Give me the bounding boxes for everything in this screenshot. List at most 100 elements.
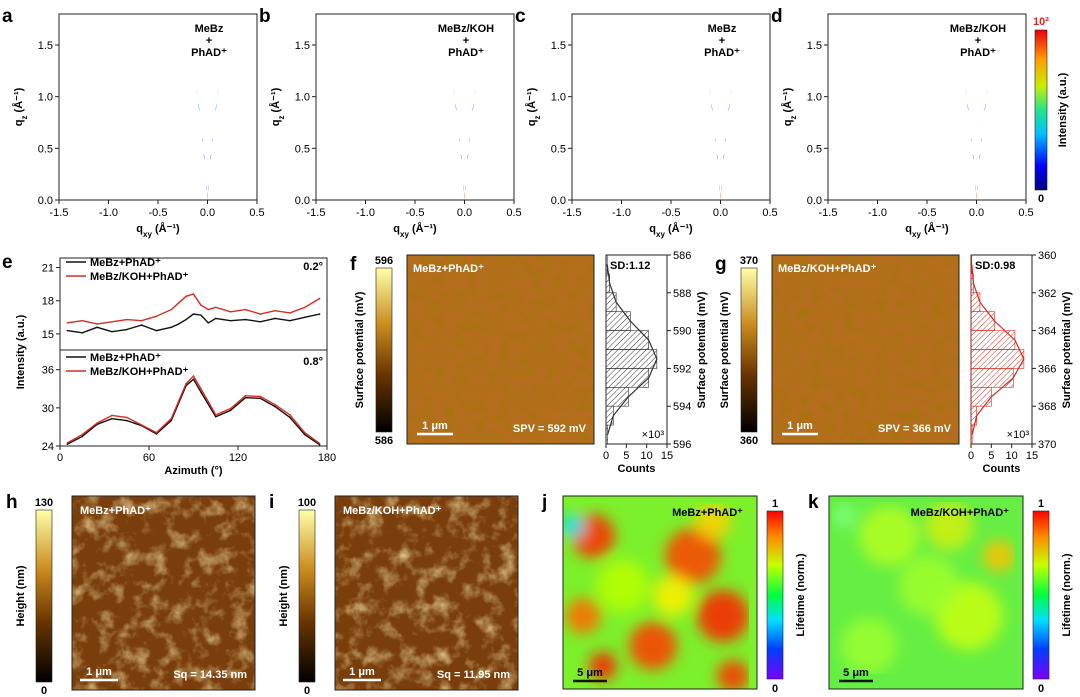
x-tick-label: 0.0: [457, 207, 472, 219]
kpfm-frame: [406, 254, 595, 445]
roughness-value: Sq = 14.35 nm: [173, 669, 247, 681]
y-axis-label: qz (Å⁻¹): [525, 87, 542, 126]
azimuth-point: [318, 443, 321, 446]
flim-blob: [563, 514, 585, 538]
y-tick-label: 15: [42, 329, 54, 341]
azimuth-point: [155, 329, 158, 332]
azimuth-point: [66, 442, 69, 444]
azimuth-point: [289, 416, 291, 419]
azimuth-point: [125, 419, 128, 422]
y-tick-label: 1.0: [295, 92, 310, 104]
azimuth-point: [244, 318, 247, 321]
y-tick-label: 1.0: [38, 92, 53, 104]
flim-blob: [841, 618, 897, 674]
panel-letter: g: [715, 254, 727, 275]
colorbar-label: Lifetime (norm.): [1061, 553, 1073, 636]
histogram-bar: [605, 254, 608, 275]
y-tick-label: 0.5: [295, 143, 310, 155]
y-tick-label: 596: [673, 439, 691, 451]
panel-letter: f: [350, 254, 357, 275]
colorbar-max: 130: [35, 497, 53, 509]
azimuth-point: [96, 326, 98, 329]
azimuth-point: [140, 324, 143, 326]
y-tick-label: 1.5: [38, 40, 53, 52]
y-tick-label: 368: [1038, 401, 1056, 413]
azimuth-series-line: [67, 378, 320, 446]
x-tick-label: 0.0: [969, 207, 984, 219]
panel-letter: c: [515, 6, 526, 27]
count-multiplier: ×10³: [1007, 429, 1030, 441]
giwaxs-missing-wedge: [185, 14, 230, 200]
colorbar-max: 1: [772, 498, 778, 510]
flim-blobs: [563, 503, 749, 689]
x-tick-label: -1.5: [50, 207, 69, 219]
colorbar-max: 370: [740, 255, 758, 267]
y-tick-label: 590: [673, 326, 691, 338]
azimuth-point: [155, 431, 158, 434]
azimuth-point: [259, 395, 262, 398]
azimuth-point: [303, 433, 306, 436]
flim-blob: [565, 598, 601, 634]
scale-bar-label: 1 μm: [422, 420, 448, 432]
y-tick-label: 592: [673, 363, 691, 375]
height-colorbar: [35, 509, 53, 683]
panel-letter: d: [771, 6, 783, 27]
y-tick-label: 0.0: [807, 195, 822, 207]
y-tick-label: 370: [1038, 439, 1056, 451]
sample-name: MeBz: [708, 23, 737, 35]
x-axis-label: Counts: [618, 463, 656, 475]
azimuth-point: [229, 311, 232, 313]
flim-frame: [562, 495, 758, 690]
azimuth-point: [200, 314, 202, 316]
count-multiplier: ×10³: [642, 429, 665, 441]
azimuth-point: [125, 416, 128, 419]
azimuth-point: [214, 415, 217, 418]
azimuth-point: [244, 396, 247, 399]
spv-value: SPV = 592 mV: [513, 423, 587, 435]
x-tick-label: 0.5: [1018, 207, 1033, 219]
y-tick-label: 24: [42, 441, 54, 453]
y-tick-label: 30: [42, 403, 54, 415]
flim-blob: [983, 540, 1015, 572]
azimuth-point: [289, 312, 291, 314]
colorbar-label: Height (nm): [278, 565, 290, 626]
azimuth-point: [303, 316, 306, 319]
azimuth-point: [244, 394, 247, 397]
y-tick-label: 1.0: [807, 92, 822, 104]
flim-blob: [697, 590, 749, 642]
surface-potential-colorbar: [375, 267, 393, 433]
histogram-bar: [605, 292, 617, 312]
intensity-colorbar: [1034, 29, 1048, 191]
scale-bar-label: 5 μm: [843, 667, 869, 679]
azimuth-point: [303, 306, 306, 309]
sample-additive: PhAD⁺: [704, 47, 740, 59]
x-tick-label: -1.0: [356, 207, 375, 219]
histogram-bar: [605, 311, 631, 331]
sample-plus: +: [719, 35, 725, 47]
colorbar-label: Lifetime (norm.): [795, 553, 807, 636]
flim-blob: [653, 576, 693, 616]
azimuth-point: [200, 304, 202, 306]
surface-potential-colorbar: [740, 267, 758, 433]
lifetime-colorbar: [766, 510, 784, 680]
x-axis-label: qxy (Å⁻¹): [649, 222, 693, 239]
y-tick-label: 362: [1038, 288, 1056, 300]
afm-texture: [72, 496, 255, 690]
histogram-bar: [970, 254, 973, 275]
flim-frame: [828, 495, 1024, 690]
y-tick-label: 1.5: [807, 40, 822, 52]
x-axis-label: Counts: [983, 463, 1021, 475]
scale-bar-label: 1 μm: [86, 666, 112, 678]
sample-name: MeBz/KOH+PhAD⁺: [911, 507, 1010, 519]
y-axis-label: qz (Å⁻¹): [781, 87, 798, 126]
x-tick-label: 0.0: [713, 207, 728, 219]
y-tick-label: 588: [673, 288, 691, 300]
roughness-value: Sq = 11.95 nm: [437, 669, 510, 681]
flim-blob: [832, 504, 856, 528]
azimuth-point: [192, 293, 195, 295]
x-axis-label: qxy (Å⁻¹): [905, 222, 949, 239]
x-tick-label: 60: [143, 452, 155, 464]
azimuth-point: [66, 443, 69, 445]
sample-name: MeBz/KOH+PhAD⁺: [778, 263, 877, 275]
incidence-angle: 0.2°: [65, 19, 85, 31]
